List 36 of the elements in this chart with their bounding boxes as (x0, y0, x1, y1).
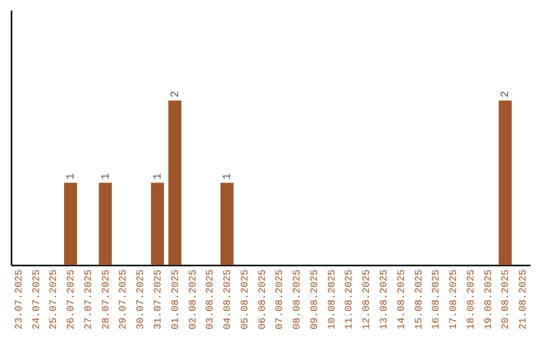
data-label: 2 (170, 90, 182, 98)
x-tick-label: 01.08.2025 (170, 270, 182, 330)
x-tick-label: 13.08.2025 (380, 270, 391, 330)
x-tick-label: 31.07.2025 (153, 270, 164, 330)
data-label: 1 (66, 172, 78, 180)
x-tick-label: 25.07.2025 (49, 270, 60, 330)
x-tick-label: 05.08.2025 (240, 270, 252, 330)
x-tick-label: 06.08.2025 (258, 270, 269, 330)
x-tick-label: 27.07.2025 (84, 270, 95, 330)
x-tick-label: 02.08.2025 (188, 270, 200, 330)
x-tick-label: 04.08.2025 (223, 270, 234, 330)
data-label: 2 (500, 90, 512, 98)
x-tick-label: 20.08.2025 (501, 270, 512, 330)
x-tick-label: 29.07.2025 (118, 270, 130, 330)
x-tick-label: 11.08.2025 (344, 270, 356, 330)
data-label: 1 (152, 172, 164, 180)
x-tick-label: 19.08.2025 (484, 270, 495, 330)
x-tick-label: 12.08.2025 (362, 270, 374, 330)
x-tick-label: 10.08.2025 (327, 270, 338, 330)
x-tick-label: 14.08.2025 (396, 270, 408, 330)
x-tick-label: 08.08.2025 (292, 270, 304, 330)
x-tick-label: 03.08.2025 (206, 270, 217, 330)
x-tick-label: 21.08.2025 (518, 270, 530, 330)
data-label: 1 (222, 172, 234, 180)
x-tick-label: 18.08.2025 (466, 270, 478, 330)
x-tick-label: 09.08.2025 (310, 270, 321, 330)
x-tick-label: 26.07.2025 (66, 270, 78, 330)
data-label: 1 (100, 172, 112, 180)
x-tick-label: 17.08.2025 (449, 270, 460, 330)
x-tick-label: 30.07.2025 (136, 270, 148, 330)
x-tick-label: 23.07.2025 (14, 270, 26, 330)
x-tick-label: 24.07.2025 (32, 270, 43, 330)
x-tick-label: 07.08.2025 (275, 270, 286, 330)
x-tick-label: 16.08.2025 (432, 270, 443, 330)
x-tick-label: 15.08.2025 (414, 270, 426, 330)
x-tick-label: 28.07.2025 (101, 270, 112, 330)
